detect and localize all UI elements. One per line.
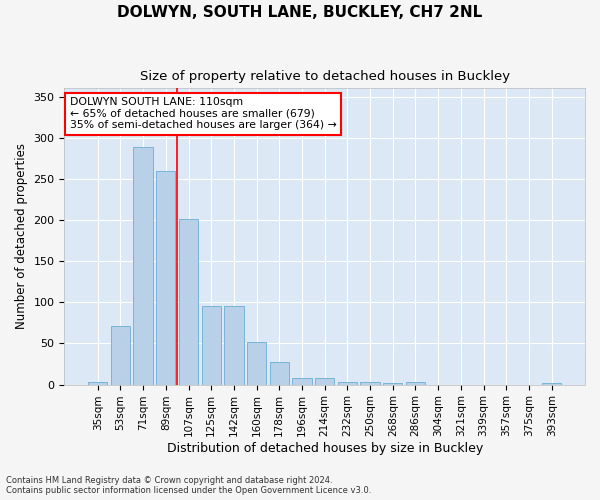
Bar — [269, 362, 289, 384]
Bar — [542, 383, 562, 384]
Title: Size of property relative to detached houses in Buckley: Size of property relative to detached ho… — [140, 70, 510, 83]
Bar — [179, 219, 198, 384]
Bar — [406, 382, 425, 384]
Bar — [292, 378, 311, 384]
Bar — [133, 147, 153, 384]
X-axis label: Distribution of detached houses by size in Buckley: Distribution of detached houses by size … — [167, 442, 483, 455]
Text: DOLWYN SOUTH LANE: 110sqm
← 65% of detached houses are smaller (679)
35% of semi: DOLWYN SOUTH LANE: 110sqm ← 65% of detac… — [70, 97, 337, 130]
Bar — [383, 383, 403, 384]
Bar — [247, 342, 266, 384]
Text: Contains HM Land Registry data © Crown copyright and database right 2024.
Contai: Contains HM Land Registry data © Crown c… — [6, 476, 371, 495]
Y-axis label: Number of detached properties: Number of detached properties — [15, 144, 28, 330]
Bar — [224, 306, 244, 384]
Bar — [361, 382, 380, 384]
Text: DOLWYN, SOUTH LANE, BUCKLEY, CH7 2NL: DOLWYN, SOUTH LANE, BUCKLEY, CH7 2NL — [118, 5, 482, 20]
Bar — [88, 382, 107, 384]
Bar — [202, 306, 221, 384]
Bar — [338, 382, 357, 384]
Bar — [111, 326, 130, 384]
Bar — [156, 170, 175, 384]
Bar — [315, 378, 334, 384]
